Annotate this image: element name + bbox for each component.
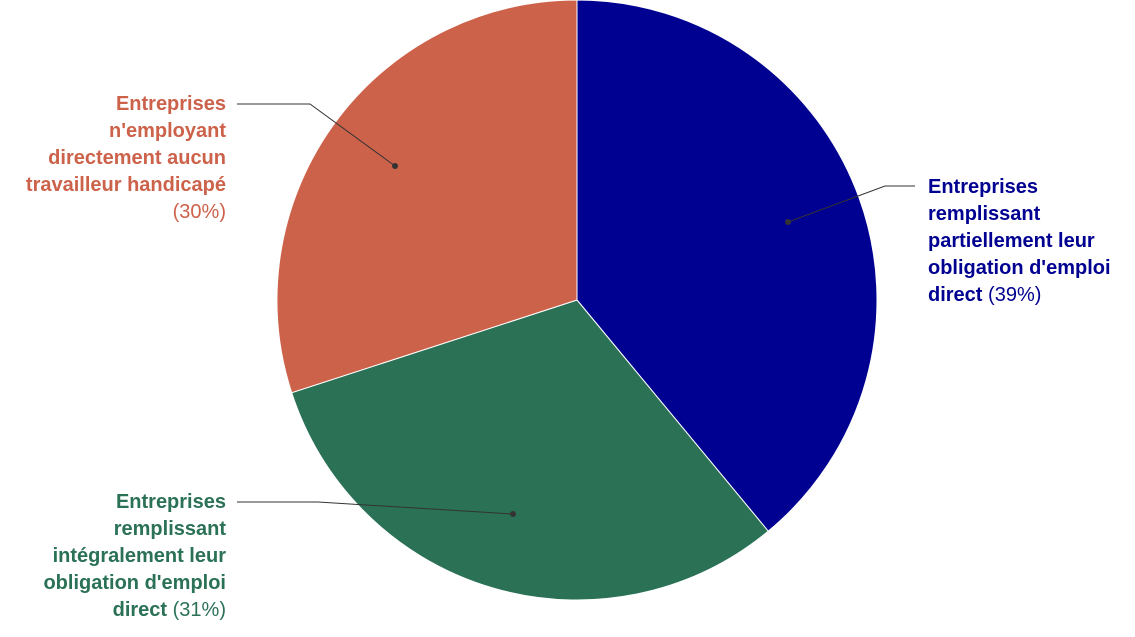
category-label: Entreprises remplissant partiellement le… <box>928 176 1111 306</box>
slice-label: Entreprises n'employant directement aucu… <box>0 91 226 226</box>
value-label: (31%) <box>172 599 226 621</box>
value-label: (30%) <box>172 201 226 223</box>
pie-slice <box>291 299 769 601</box>
leader-dot <box>392 163 398 169</box>
category-label: Entreprises n'employant directement aucu… <box>25 93 226 196</box>
leader-line <box>237 103 396 167</box>
slice-label: Entreprises remplissant partiellement le… <box>928 174 1128 309</box>
leader-dot <box>510 511 516 517</box>
pie-slice <box>576 0 878 532</box>
leader-line <box>237 501 514 515</box>
pie-slice <box>276 0 578 394</box>
leader-line <box>787 185 915 223</box>
slice-label: Entreprises remplissant intégralement le… <box>20 489 226 624</box>
category-label: Entreprises remplissant intégralement le… <box>43 491 226 621</box>
value-label: (39%) <box>988 284 1042 306</box>
leader-dot <box>785 219 791 225</box>
